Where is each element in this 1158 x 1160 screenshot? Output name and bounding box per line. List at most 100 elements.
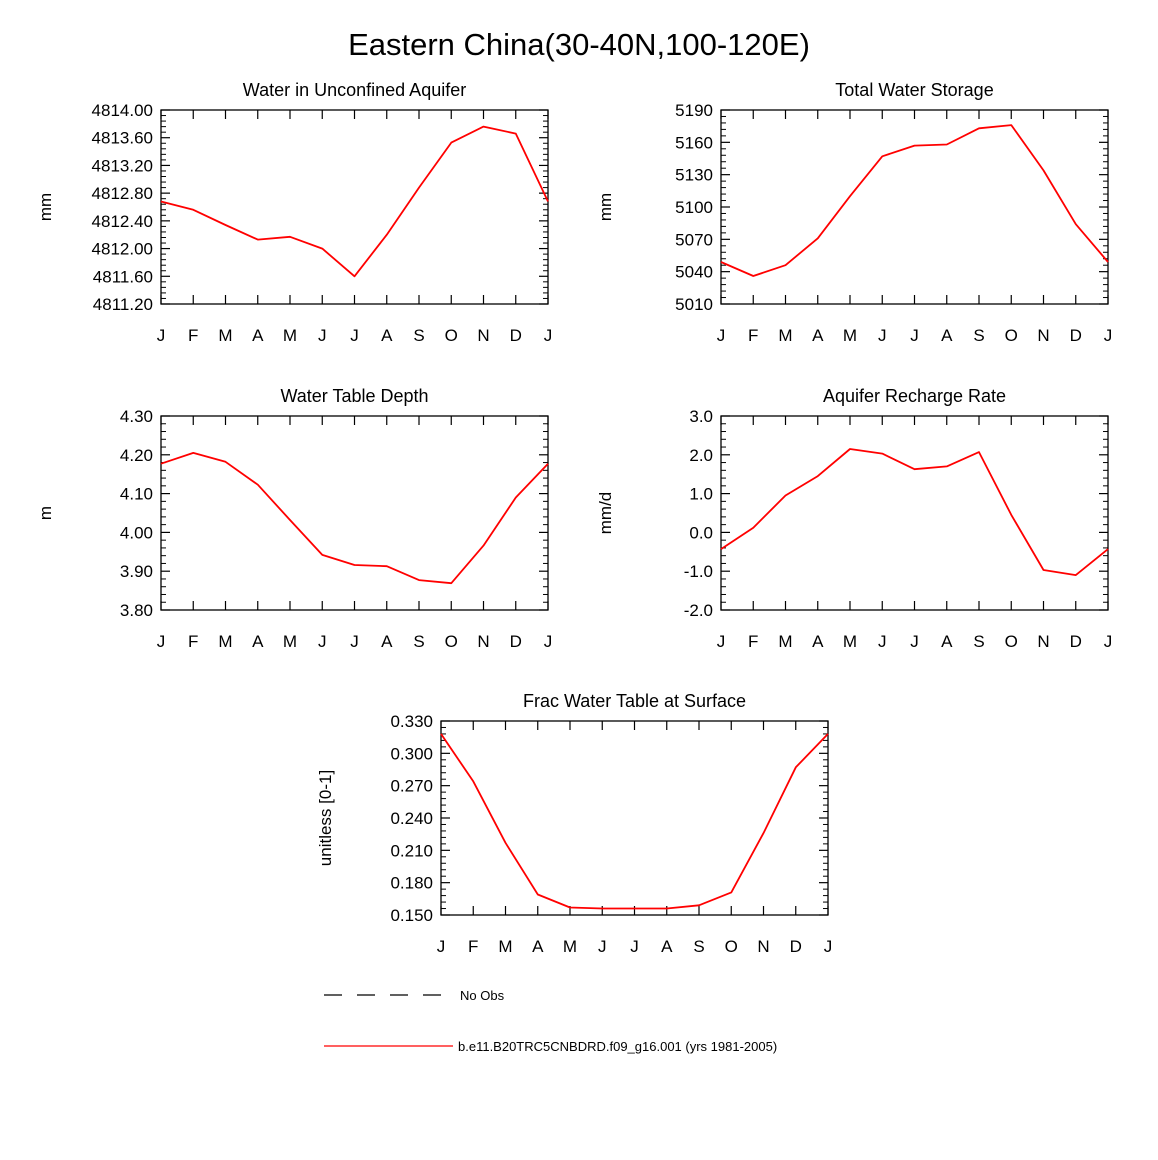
chart-panel-4: Aquifer Recharge Rate mm/d -2.0 -1.0 0.0 1.0 2… xyxy=(596,386,1112,651)
y-tick-label: 5160 xyxy=(675,133,713,152)
x-tick-label: M xyxy=(218,326,232,345)
y-tick-label: 4.20 xyxy=(120,446,153,465)
y-tick-label: 5100 xyxy=(675,198,713,217)
x-tick-label: S xyxy=(413,632,424,651)
x-tick-label: J xyxy=(598,937,607,956)
panels: Water in Unconfined Aquifer mm 4811.20 4811… xyxy=(36,80,1112,956)
x-tick-label: M xyxy=(843,326,857,345)
x-tick-label: A xyxy=(381,632,393,651)
chart-panel-3: Water Table Depth m 3.80 3.90 4.00 4.10 4.20 4.… xyxy=(36,386,552,651)
x-tick-label: A xyxy=(381,326,393,345)
series-line xyxy=(160,451,549,585)
x-tick-label: A xyxy=(252,326,264,345)
y-tick-label: 0.300 xyxy=(390,744,433,763)
panel-title: Total Water Storage xyxy=(835,80,993,100)
x-tick-label: O xyxy=(1005,326,1018,345)
y-tick-label: 0.270 xyxy=(390,777,433,796)
x-tick-label: A xyxy=(252,632,264,651)
y-tick-label: -2.0 xyxy=(684,601,713,620)
legend: No Obs b.e11.B20TRC5CNBDRD.f09_g16.001 (… xyxy=(324,988,777,1054)
series-line xyxy=(720,124,1109,277)
x-tick-label: O xyxy=(445,326,458,345)
x-tick-label: J xyxy=(350,632,359,651)
y-tick-label: 0.240 xyxy=(390,809,433,828)
chart-panel-1: Water in Unconfined Aquifer mm 4811.20 4811… xyxy=(36,80,552,345)
x-tick-label: D xyxy=(790,937,802,956)
chart-panel-5: Frac Water Table at Surface unitless [0-1… xyxy=(316,691,832,956)
plot-frame xyxy=(720,415,1109,611)
y-tick-label: 3.0 xyxy=(689,407,713,426)
y-tick-label: 4.30 xyxy=(120,407,153,426)
x-tick-label: F xyxy=(748,326,758,345)
x-tick-label: M xyxy=(843,632,857,651)
x-tick-label: M xyxy=(778,632,792,651)
x-tick-label: J xyxy=(824,937,833,956)
x-tick-label: F xyxy=(748,632,758,651)
y-tick-label: 4812.40 xyxy=(92,212,153,231)
x-tick-label: J xyxy=(878,326,887,345)
y-axis-label: mm xyxy=(36,193,55,221)
y-tick-label: 4812.80 xyxy=(92,184,153,203)
plot-frame xyxy=(160,415,549,611)
chart-panel-2: Total Water Storage mm 5010 5040 5070 5100 513… xyxy=(596,80,1112,345)
y-tick-label: 1.0 xyxy=(689,485,713,504)
series-line xyxy=(440,733,829,910)
y-axis-label: unitless [0-1] xyxy=(316,770,335,866)
plot-frame xyxy=(720,109,1109,305)
x-tick-label: M xyxy=(283,632,297,651)
x-tick-label: A xyxy=(941,632,953,651)
x-tick-label: A xyxy=(661,937,673,956)
legend-obs-label: No Obs xyxy=(460,988,505,1003)
y-axis-label: mm/d xyxy=(596,492,615,535)
y-tick-label: 4814.00 xyxy=(92,101,153,120)
y-tick-label: 5010 xyxy=(675,295,713,314)
y-tick-label: 0.330 xyxy=(390,712,433,731)
x-tick-label: N xyxy=(757,937,769,956)
x-tick-label: D xyxy=(510,326,522,345)
legend-model-label: b.e11.B20TRC5CNBDRD.f09_g16.001 (yrs 198… xyxy=(458,1039,777,1054)
x-tick-label: J xyxy=(157,326,166,345)
x-tick-label: J xyxy=(318,632,327,651)
y-tick-label: 2.0 xyxy=(689,446,713,465)
x-tick-label: N xyxy=(1037,632,1049,651)
series-line xyxy=(720,448,1109,576)
x-tick-label: M xyxy=(498,937,512,956)
x-tick-label: J xyxy=(350,326,359,345)
x-tick-label: S xyxy=(693,937,704,956)
y-tick-label: 3.80 xyxy=(120,601,153,620)
x-tick-label: J xyxy=(910,326,919,345)
y-tick-label: 5190 xyxy=(675,101,713,120)
x-tick-label: J xyxy=(910,632,919,651)
x-tick-label: S xyxy=(413,326,424,345)
x-tick-label: J xyxy=(318,326,327,345)
x-tick-label: J xyxy=(437,937,446,956)
x-tick-label: J xyxy=(878,632,887,651)
x-tick-label: J xyxy=(157,632,166,651)
x-tick-label: O xyxy=(1005,632,1018,651)
y-tick-label: 4.10 xyxy=(120,485,153,504)
x-tick-label: M xyxy=(283,326,297,345)
y-tick-label: -1.0 xyxy=(684,562,713,581)
x-tick-label: O xyxy=(445,632,458,651)
y-tick-label: 5070 xyxy=(675,230,713,249)
panel-title: Water Table Depth xyxy=(280,386,428,406)
figure-title: Eastern China(30-40N,100-120E) xyxy=(348,27,810,62)
y-tick-label: 4811.60 xyxy=(93,267,153,286)
x-tick-label: M xyxy=(563,937,577,956)
y-tick-label: 0.150 xyxy=(390,906,433,925)
panel-title: Frac Water Table at Surface xyxy=(523,691,746,711)
y-axis-label: mm xyxy=(596,193,615,221)
x-tick-label: S xyxy=(973,632,984,651)
x-tick-label: J xyxy=(544,326,553,345)
y-tick-label: 0.0 xyxy=(689,523,713,542)
x-tick-label: F xyxy=(188,632,198,651)
panel-title: Water in Unconfined Aquifer xyxy=(243,80,466,100)
x-tick-label: J xyxy=(717,632,726,651)
x-tick-label: J xyxy=(1104,632,1113,651)
y-axis-label: m xyxy=(36,506,55,520)
x-tick-label: M xyxy=(218,632,232,651)
x-tick-label: A xyxy=(532,937,544,956)
series-line xyxy=(160,125,549,278)
x-tick-label: O xyxy=(725,937,738,956)
